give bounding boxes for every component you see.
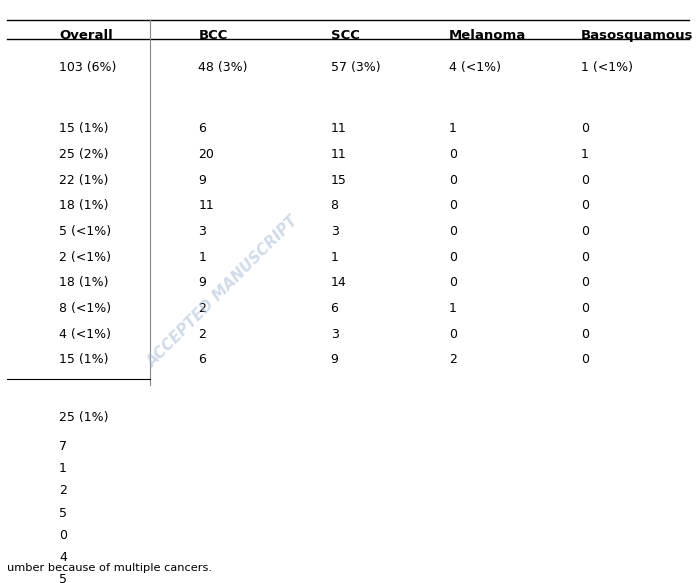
- Text: 6: 6: [198, 122, 206, 135]
- Text: 4: 4: [59, 551, 67, 564]
- Text: 11: 11: [198, 199, 214, 212]
- Text: BCC: BCC: [198, 29, 228, 42]
- Text: 5: 5: [59, 507, 67, 519]
- Text: 0: 0: [581, 276, 589, 289]
- Text: 8 (<1%): 8 (<1%): [59, 302, 111, 315]
- Text: 2: 2: [198, 302, 206, 315]
- Text: 1: 1: [59, 462, 67, 475]
- Text: 22 (1%): 22 (1%): [59, 174, 109, 187]
- Text: 0: 0: [449, 174, 457, 187]
- Text: 6: 6: [331, 302, 338, 315]
- Text: 0: 0: [581, 302, 589, 315]
- Text: 11: 11: [331, 122, 347, 135]
- Text: 48 (3%): 48 (3%): [198, 61, 248, 74]
- Text: 2 (<1%): 2 (<1%): [59, 251, 111, 264]
- Text: 15 (1%): 15 (1%): [59, 353, 109, 366]
- Text: 0: 0: [59, 529, 67, 542]
- Text: 0: 0: [449, 328, 457, 340]
- Text: 57 (3%): 57 (3%): [331, 61, 380, 74]
- Text: 2: 2: [198, 328, 206, 340]
- Text: 5 (<1%): 5 (<1%): [59, 225, 111, 238]
- Text: 4 (<1%): 4 (<1%): [59, 328, 111, 340]
- Text: 1: 1: [331, 251, 338, 264]
- Text: umber because of multiple cancers.: umber because of multiple cancers.: [7, 563, 212, 573]
- Text: 20: 20: [198, 148, 214, 161]
- Text: 15 (1%): 15 (1%): [59, 122, 109, 135]
- Text: 0: 0: [581, 199, 589, 212]
- Text: 7: 7: [59, 440, 67, 453]
- Text: Melanoma: Melanoma: [449, 29, 526, 42]
- Text: 14: 14: [331, 276, 347, 289]
- Text: Basosquamous: Basosquamous: [581, 29, 694, 42]
- Text: 0: 0: [581, 328, 589, 340]
- Text: 3: 3: [331, 225, 338, 238]
- Text: 2: 2: [449, 353, 457, 366]
- Text: 0: 0: [581, 251, 589, 264]
- Text: 3: 3: [198, 225, 206, 238]
- Text: 6: 6: [198, 353, 206, 366]
- Text: 8: 8: [331, 199, 338, 212]
- Text: 1: 1: [449, 122, 457, 135]
- Text: 25 (1%): 25 (1%): [59, 411, 109, 424]
- Text: 9: 9: [198, 276, 206, 289]
- Text: 3: 3: [331, 328, 338, 340]
- Text: 0: 0: [581, 225, 589, 238]
- Text: 0: 0: [449, 225, 457, 238]
- Text: SCC: SCC: [331, 29, 359, 42]
- Text: ACCEPTED MANUSCRIPT: ACCEPTED MANUSCRIPT: [144, 213, 301, 370]
- Text: 0: 0: [449, 276, 457, 289]
- Text: 0: 0: [581, 353, 589, 366]
- Text: 2: 2: [59, 484, 67, 497]
- Text: 103 (6%): 103 (6%): [59, 61, 116, 74]
- Text: 1 (<1%): 1 (<1%): [581, 61, 633, 74]
- Text: 15: 15: [331, 174, 347, 187]
- Text: 0: 0: [581, 174, 589, 187]
- Text: 0: 0: [581, 122, 589, 135]
- Text: 0: 0: [449, 251, 457, 264]
- Text: 25 (2%): 25 (2%): [59, 148, 109, 161]
- Text: 9: 9: [331, 353, 338, 366]
- Text: 1: 1: [449, 302, 457, 315]
- Text: 11: 11: [331, 148, 347, 161]
- Text: 18 (1%): 18 (1%): [59, 199, 109, 212]
- Text: 0: 0: [449, 199, 457, 212]
- Text: 9: 9: [198, 174, 206, 187]
- Text: 1: 1: [198, 251, 206, 264]
- Text: 1: 1: [581, 148, 589, 161]
- Text: 5: 5: [59, 573, 67, 583]
- Text: 4 (<1%): 4 (<1%): [449, 61, 501, 74]
- Text: 0: 0: [449, 148, 457, 161]
- Text: Overall: Overall: [59, 29, 113, 42]
- Text: 18 (1%): 18 (1%): [59, 276, 109, 289]
